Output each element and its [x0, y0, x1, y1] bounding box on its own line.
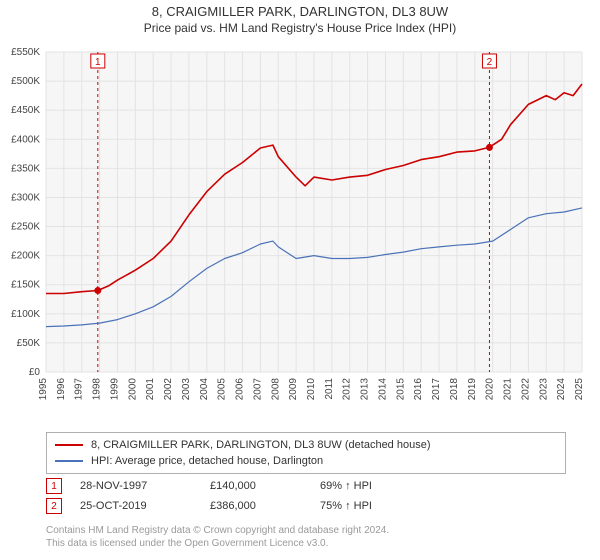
- legend-item: HPI: Average price, detached house, Darl…: [55, 453, 557, 469]
- x-tick-label: 2014: [377, 378, 388, 401]
- x-tick-label: 2022: [520, 378, 531, 401]
- footnote: Contains HM Land Registry data © Crown c…: [46, 524, 566, 550]
- y-tick-label: £50K: [17, 338, 41, 349]
- x-tick-label: 2000: [127, 378, 138, 401]
- y-tick-label: £450K: [11, 105, 40, 116]
- y-tick-label: £400K: [11, 134, 40, 145]
- x-tick-label: 2024: [556, 378, 567, 401]
- x-tick-label: 1997: [74, 378, 85, 401]
- x-tick-label: 2015: [395, 378, 406, 401]
- sale-marker-number: 1: [95, 57, 101, 68]
- y-tick-label: £150K: [11, 280, 40, 291]
- sale-marker-number: 2: [487, 57, 493, 68]
- x-tick-label: 2020: [485, 378, 496, 401]
- x-tick-label: 2025: [574, 378, 585, 401]
- y-tick-label: £0: [29, 367, 41, 378]
- y-tick-label: £200K: [11, 251, 40, 262]
- y-tick-label: £250K: [11, 222, 40, 233]
- legend-swatch: [55, 444, 83, 446]
- sale-marker-dot: [94, 287, 101, 294]
- y-tick-label: £300K: [11, 192, 40, 203]
- x-tick-label: 1996: [56, 378, 67, 401]
- sale-badge: 2: [46, 498, 62, 514]
- x-tick-label: 2007: [252, 378, 263, 401]
- chart-area: £0£50K£100K£150K£200K£250K£300K£350K£400…: [46, 48, 586, 398]
- x-tick-label: 1995: [38, 378, 49, 401]
- footnote-line: This data is licensed under the Open Gov…: [46, 537, 566, 550]
- x-tick-label: 2008: [270, 378, 281, 401]
- x-tick-label: 2005: [217, 378, 228, 401]
- x-tick-label: 1999: [109, 378, 120, 401]
- x-tick-label: 2001: [145, 378, 156, 401]
- sale-date: 25-OCT-2019: [80, 500, 210, 512]
- x-tick-label: 2021: [503, 378, 514, 401]
- x-tick-label: 2013: [360, 378, 371, 401]
- x-tick-label: 2019: [467, 378, 478, 401]
- sale-price: £140,000: [210, 480, 320, 492]
- sale-row: 2 25-OCT-2019 £386,000 75% ↑ HPI: [46, 496, 566, 516]
- x-tick-label: 2003: [181, 378, 192, 401]
- sales-table: 1 28-NOV-1997 £140,000 69% ↑ HPI 2 25-OC…: [46, 476, 566, 516]
- chart-container: 8, CRAIGMILLER PARK, DARLINGTON, DL3 8UW…: [0, 4, 600, 560]
- y-tick-label: £550K: [11, 47, 40, 58]
- sale-date: 28-NOV-1997: [80, 480, 210, 492]
- x-tick-label: 2009: [288, 378, 299, 401]
- sale-pct: 75% ↑ HPI: [320, 500, 440, 512]
- sale-marker-dot: [486, 144, 493, 151]
- x-tick-label: 2012: [342, 378, 353, 401]
- y-tick-label: £350K: [11, 163, 40, 174]
- sale-pct: 69% ↑ HPI: [320, 480, 440, 492]
- plot-svg: £0£50K£100K£150K£200K£250K£300K£350K£400…: [46, 48, 586, 398]
- x-tick-label: 2018: [449, 378, 460, 401]
- legend-swatch: [55, 460, 83, 462]
- footnote-line: Contains HM Land Registry data © Crown c…: [46, 524, 566, 537]
- legend-label: 8, CRAIGMILLER PARK, DARLINGTON, DL3 8UW…: [91, 439, 431, 451]
- x-tick-label: 2023: [538, 378, 549, 401]
- x-tick-label: 2010: [306, 378, 317, 401]
- sale-price: £386,000: [210, 500, 320, 512]
- x-tick-label: 2006: [235, 378, 246, 401]
- y-tick-label: £500K: [11, 76, 40, 87]
- legend-item: 8, CRAIGMILLER PARK, DARLINGTON, DL3 8UW…: [55, 437, 557, 453]
- sale-row: 1 28-NOV-1997 £140,000 69% ↑ HPI: [46, 476, 566, 496]
- x-tick-label: 2017: [431, 378, 442, 401]
- legend-label: HPI: Average price, detached house, Darl…: [91, 455, 323, 467]
- x-tick-label: 2011: [324, 378, 335, 400]
- legend: 8, CRAIGMILLER PARK, DARLINGTON, DL3 8UW…: [46, 432, 566, 474]
- x-tick-label: 1998: [92, 378, 103, 401]
- sale-badge: 1: [46, 478, 62, 494]
- y-tick-label: £100K: [11, 309, 40, 320]
- chart-title: 8, CRAIGMILLER PARK, DARLINGTON, DL3 8UW: [0, 4, 600, 19]
- x-tick-label: 2002: [163, 378, 174, 401]
- chart-subtitle: Price paid vs. HM Land Registry's House …: [0, 21, 600, 35]
- x-tick-label: 2004: [199, 378, 210, 401]
- x-tick-label: 2016: [413, 378, 424, 401]
